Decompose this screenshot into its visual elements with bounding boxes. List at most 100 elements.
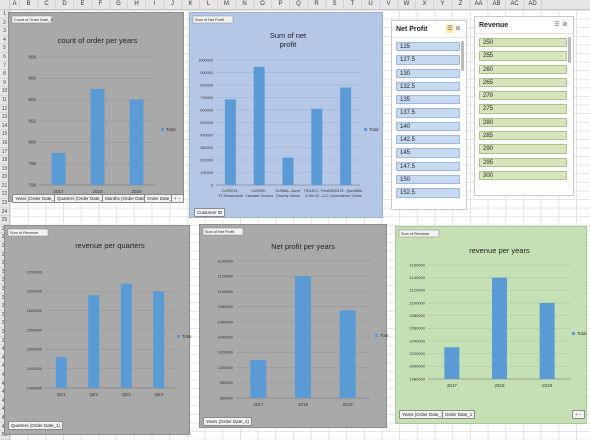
slicer-item[interactable]: 300 [479,170,567,181]
slicer-item[interactable]: 275 [479,104,567,114]
column-header[interactable]: Z [452,0,470,9]
field-button-quarters[interactable]: Quarters (Order Date_1) [8,421,64,430]
field-button-order-date[interactable]: Order Date_1 [442,410,476,419]
slicer-item[interactable]: 280 [479,117,567,128]
column-header[interactable]: D [56,0,74,9]
column-header[interactable]: AA [470,0,488,9]
row-header[interactable]: 20 [0,174,9,182]
slicer-item[interactable]: 255 [479,51,567,61]
row-header[interactable]: 16 [0,139,9,148]
chart-revenue-years[interactable]: Sum of Revenue revenue per years 1980000 20… [395,226,587,424]
column-header[interactable]: O [254,0,272,9]
row-header[interactable]: 22 [0,191,9,200]
expand-collapse-button[interactable]: + − [572,410,585,419]
column-header[interactable]: Y [434,0,452,9]
row-header[interactable]: 11 [0,96,9,105]
clear-filter-icon[interactable]: ⊘ [562,22,568,28]
column-header[interactable]: P [272,0,290,9]
slicer-revenue[interactable]: Revenue ☰ ⊘ 250 255 260 265 270 275 280 285 290 2… [474,16,574,196]
column-header[interactable]: I [146,0,164,9]
row-header[interactable]: 17 [0,148,9,157]
column-header[interactable]: A [10,0,20,9]
slicer-item[interactable]: 290 [479,144,567,154]
row-header[interactable]: 2 [0,19,9,28]
column-header[interactable]: AD [524,0,542,9]
chart-sum-net-profit[interactable]: Sum of Net Profit Sum of net profit 0 100000… [189,12,383,218]
slicer-item[interactable]: 125 [396,42,460,52]
column-header[interactable]: AC [506,0,524,9]
chart-revenue-quarters[interactable]: Sum of Revenue revenue per quarters 140000… [4,225,192,435]
row-header[interactable]: 19 [0,165,9,174]
row-header[interactable]: 23 [0,200,9,208]
slicer-net-profit[interactable]: Net Profit ☰ ⊘ 125 127.5 130 132.5 135 137.5 1… [391,20,467,210]
column-header[interactable]: G [110,0,128,9]
column-header[interactable]: M [218,0,236,9]
column-header[interactable]: J [164,0,182,9]
column-header[interactable]: N [236,0,254,9]
row-header[interactable]: 10 [0,88,9,96]
column-header[interactable]: Q [290,0,308,9]
multi-select-icon[interactable]: ☰ [446,25,454,33]
row-header[interactable]: 8 [0,70,9,79]
slicer-item[interactable]: 132.5 [396,81,460,92]
row-header[interactable]: 12 [0,105,9,114]
slicer-item[interactable]: 142.5 [396,135,460,145]
row-header[interactable]: 4 [0,36,9,45]
slicer-item[interactable]: 150 [396,174,460,185]
clear-filter-icon[interactable]: ⊘ [455,26,461,32]
row-header[interactable]: 14 [0,122,9,131]
column-header[interactable]: F [92,0,110,9]
row-header[interactable]: 7 [0,62,9,71]
slicer-item[interactable]: 295 [479,157,567,167]
row-header[interactable]: 25 [0,217,9,225]
slicer-item[interactable]: 285 [479,131,567,141]
row-header[interactable]: 1 [0,10,9,19]
slicer-item[interactable]: 127.5 [396,55,460,65]
row-header[interactable]: 13 [0,114,9,122]
slicer-item[interactable]: 135 [396,95,460,105]
row-header[interactable]: 15 [0,131,9,139]
slicer-item[interactable]: 137.5 [396,108,460,118]
column-header[interactable]: K [182,0,200,9]
column-header[interactable]: S [326,0,344,9]
row-header[interactable]: 24 [0,208,9,217]
slicer-item[interactable]: 147.5 [396,161,460,171]
slicer-net-profit-scrollbar[interactable] [461,41,464,71]
row-header[interactable]: 9 [0,79,9,88]
field-button-quarters[interactable]: Quarters (Order Date_1) [54,194,110,203]
field-button-years[interactable]: Years (Order Date_1) [203,417,252,426]
slicer-item[interactable]: 145 [396,148,460,158]
column-header[interactable]: U [362,0,380,9]
column-header[interactable]: AB [488,0,506,9]
multi-select-icon[interactable]: ☰ [554,22,560,28]
row-header[interactable]: 18 [0,157,9,165]
chart-net-profit-years[interactable]: Sum of Net Profit Net profit per years 960… [199,224,390,428]
row-header[interactable]: 6 [0,53,9,62]
slicer-item[interactable]: 260 [479,64,567,74]
column-header[interactable]: X [416,0,434,9]
column-header[interactable]: H [128,0,146,9]
slicer-item[interactable]: 250 [479,38,567,48]
field-button-years[interactable]: Years (Order Date_1) [399,410,448,419]
slicer-item[interactable]: 140 [396,121,460,132]
slicer-revenue-scrollbar[interactable] [568,37,571,63]
row-header[interactable]: 21 [0,182,9,191]
select-all-corner[interactable] [0,0,10,9]
column-header[interactable]: L [200,0,218,9]
column-header[interactable]: T [344,0,362,9]
column-header[interactable]: R [308,0,326,9]
slicer-item[interactable]: 152.5 [396,188,460,198]
row-header[interactable]: 50 [0,431,9,440]
chart-count-orders[interactable]: Count of Order Date_1 count of order per … [8,12,184,203]
field-button-customer-id[interactable]: Customer ID [194,208,226,217]
column-header[interactable]: V [380,0,398,9]
expand-collapse-button[interactable]: + − [171,194,184,203]
column-header[interactable]: E [74,0,92,9]
column-header[interactable]: C [38,0,56,9]
column-header[interactable]: W [398,0,416,9]
row-header[interactable]: 3 [0,27,9,36]
slicer-item[interactable]: 130 [396,68,460,78]
row-header[interactable]: 5 [0,44,9,53]
slicer-item[interactable]: 265 [479,77,567,88]
slicer-item[interactable]: 270 [479,91,567,101]
